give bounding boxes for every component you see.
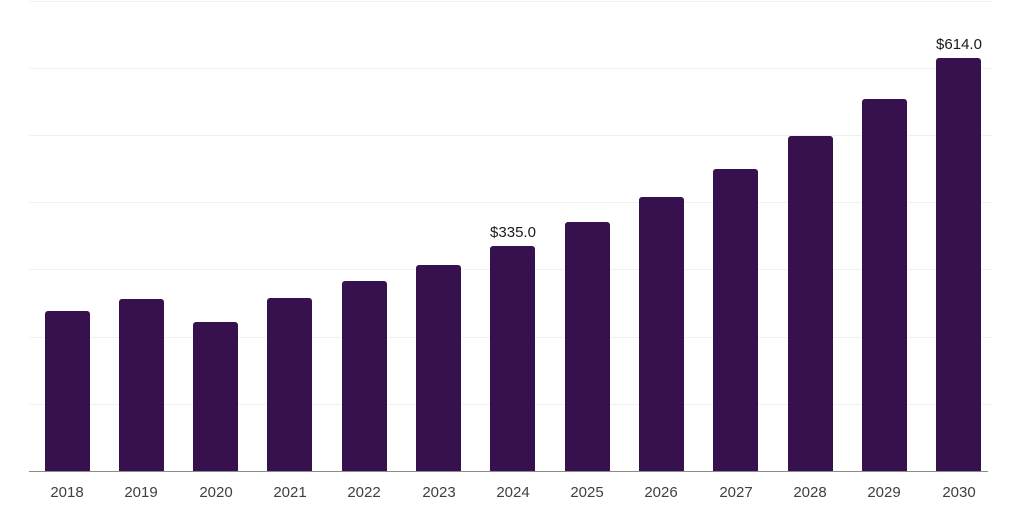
bar-2028 bbox=[788, 136, 833, 471]
bar-2027 bbox=[713, 169, 758, 471]
bar-2021 bbox=[267, 298, 312, 471]
x-tick-label-2022: 2022 bbox=[347, 484, 381, 501]
bar-2018 bbox=[45, 311, 90, 471]
bar-2019 bbox=[119, 299, 164, 471]
x-tick-label-2030: 2030 bbox=[942, 484, 976, 501]
gridline bbox=[29, 68, 993, 69]
bar-2020 bbox=[193, 322, 238, 471]
x-axis-line bbox=[29, 471, 988, 472]
bar-2025 bbox=[565, 222, 610, 471]
bar-2030 bbox=[936, 58, 981, 471]
bar-2029 bbox=[862, 99, 907, 471]
bar-2023 bbox=[416, 265, 461, 471]
gridline bbox=[29, 1, 993, 2]
bar-2026 bbox=[639, 197, 684, 471]
x-tick-label-2029: 2029 bbox=[867, 484, 901, 501]
x-tick-label-2019: 2019 bbox=[124, 484, 158, 501]
gridline bbox=[29, 135, 993, 136]
bar-2024 bbox=[490, 246, 535, 471]
bar-value-label-2024: $335.0 bbox=[490, 224, 536, 241]
x-tick-label-2028: 2028 bbox=[793, 484, 827, 501]
x-tick-label-2025: 2025 bbox=[570, 484, 604, 501]
x-tick-label-2026: 2026 bbox=[644, 484, 678, 501]
x-tick-label-2020: 2020 bbox=[199, 484, 233, 501]
x-tick-label-2018: 2018 bbox=[50, 484, 84, 501]
gridline bbox=[29, 202, 993, 203]
x-tick-label-2027: 2027 bbox=[719, 484, 753, 501]
x-tick-label-2023: 2023 bbox=[422, 484, 456, 501]
bar-value-label-2030: $614.0 bbox=[936, 36, 982, 53]
x-tick-label-2024: 2024 bbox=[496, 484, 530, 501]
bar-2022 bbox=[342, 281, 387, 471]
x-tick-label-2021: 2021 bbox=[273, 484, 307, 501]
